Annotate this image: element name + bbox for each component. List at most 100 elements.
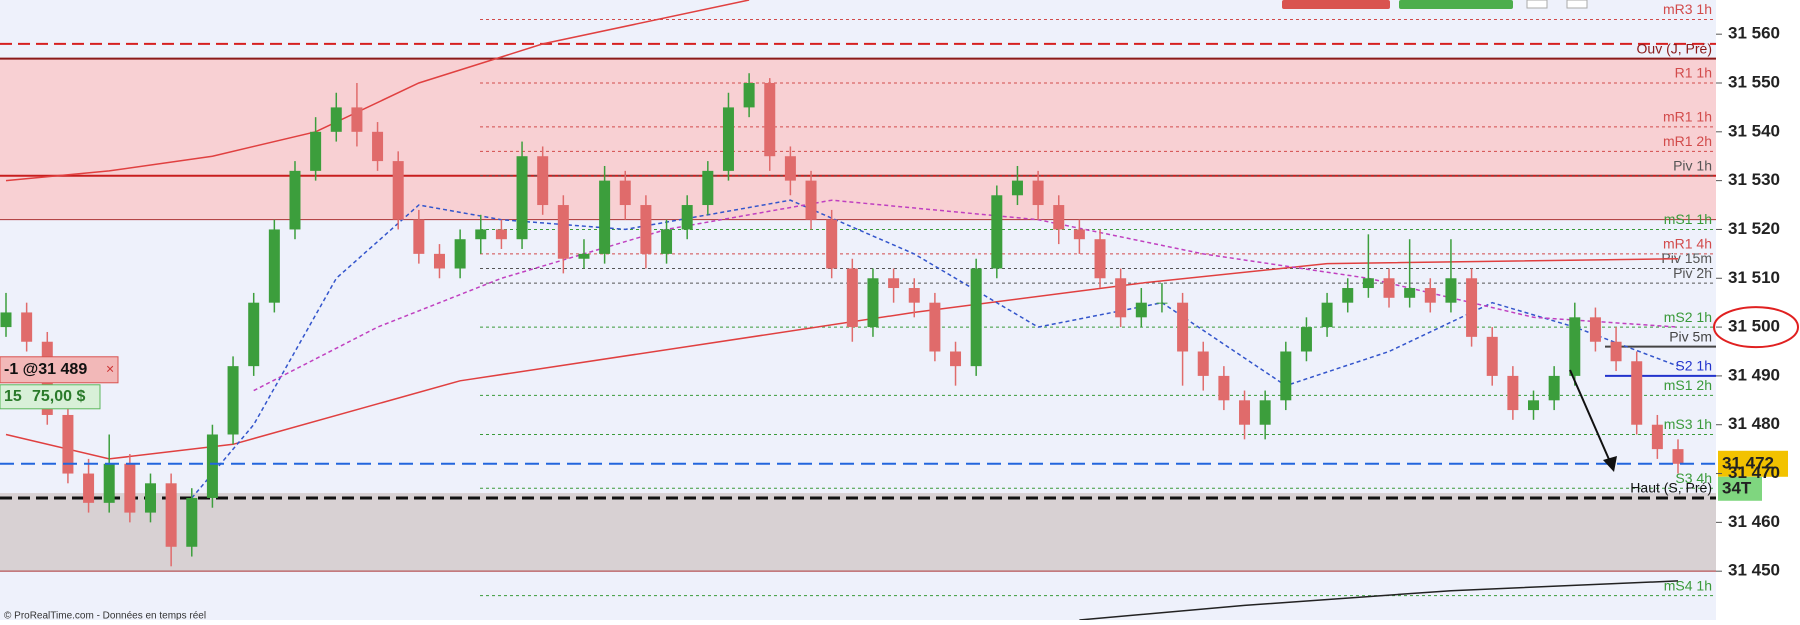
candle-body	[1362, 278, 1374, 289]
candle-body	[1135, 302, 1147, 318]
candle-body	[1218, 375, 1230, 401]
candle-body	[1651, 424, 1663, 450]
price-label: 31 472	[1722, 453, 1774, 472]
level-label: mS3 1h	[1664, 416, 1712, 432]
tool-button[interactable]	[1526, 0, 1548, 9]
level-label: S3 4h	[1675, 470, 1712, 486]
candle-body	[846, 268, 858, 328]
candle-body	[1053, 205, 1065, 230]
candle-body	[991, 195, 1003, 269]
candle-body	[1466, 278, 1478, 337]
arrow-head	[1603, 456, 1617, 472]
footer: © ProRealTime.com - Données en temps rée…	[4, 611, 206, 620]
candle-body	[1300, 327, 1312, 352]
candle-body	[475, 229, 487, 240]
candle-body	[1156, 302, 1168, 304]
candle-body	[103, 463, 115, 503]
candle-body	[578, 253, 590, 259]
candle-body	[433, 253, 445, 269]
candle-body	[1177, 302, 1189, 352]
candle-body	[1073, 229, 1085, 240]
level-label: mS1 1h	[1664, 211, 1712, 227]
candle-body	[372, 131, 384, 162]
candle-body	[392, 161, 404, 220]
level-label: Piv 15m	[1661, 250, 1712, 266]
candle-body	[1239, 400, 1251, 425]
level-label: Piv 1h	[1673, 157, 1712, 173]
level-label: Piv 2h	[1673, 265, 1712, 281]
position-box	[0, 384, 101, 410]
axis-background	[1716, 0, 1800, 620]
candle-body	[888, 278, 900, 289]
candle-body	[784, 156, 796, 181]
candle-body	[640, 205, 652, 254]
candle-body	[722, 107, 734, 171]
moving-average	[1079, 580, 1679, 621]
candle-body	[970, 268, 982, 367]
candle-body	[619, 180, 631, 206]
level-label: mS2 1h	[1664, 309, 1712, 325]
candle-body	[599, 180, 611, 254]
candle-body	[495, 229, 507, 240]
level-label: mS4 1h	[1664, 577, 1712, 593]
position-pnl: 75,00 $	[32, 388, 85, 405]
candle-body	[1094, 239, 1106, 279]
candle-body	[268, 229, 280, 303]
candle-body	[1507, 375, 1519, 411]
level-label: Piv 5m	[1669, 328, 1712, 344]
candle-body	[144, 483, 156, 513]
candle-body	[1259, 400, 1271, 425]
candle-body	[537, 156, 549, 206]
level-label: S2 1h	[1675, 358, 1712, 374]
y-tick-label: 31 560	[1728, 24, 1780, 43]
candle-body	[413, 219, 425, 254]
y-tick-label: 31 520	[1728, 219, 1780, 238]
candle-body	[908, 288, 920, 303]
candle-body	[1404, 288, 1416, 298]
y-tick-label: 31 550	[1728, 72, 1780, 91]
candle-body	[62, 414, 74, 474]
y-tick-label: 31 490	[1728, 365, 1780, 384]
candle-body	[661, 229, 673, 254]
candle-body	[165, 483, 177, 547]
candle-body	[516, 156, 528, 240]
y-tick-label: 31 470	[1728, 463, 1780, 482]
timer-label: 34T	[1722, 478, 1752, 497]
candle-body	[702, 170, 714, 206]
candle-body	[186, 497, 198, 547]
candle-body	[206, 434, 218, 498]
candle-body	[83, 473, 95, 503]
candle-body	[929, 302, 941, 352]
level-label: Haut (S, Pré)	[1630, 480, 1712, 496]
position-quantity: 15	[4, 388, 22, 405]
candle-body	[1321, 302, 1333, 328]
y-tick-label: 31 530	[1728, 170, 1780, 189]
buy-button[interactable]	[1399, 0, 1513, 9]
candle-body	[1610, 341, 1622, 362]
annotation-arrow	[1569, 369, 1612, 465]
candle-body	[0, 312, 12, 328]
candle-body	[1115, 278, 1127, 318]
candle-body	[805, 180, 817, 220]
candle-body	[1569, 317, 1581, 376]
candle-body	[248, 302, 260, 367]
candle-body	[1528, 400, 1540, 411]
timer-box	[1718, 476, 1762, 501]
candle-body	[1548, 375, 1560, 401]
candle-body	[21, 312, 33, 342]
candle-body	[1032, 180, 1044, 206]
price-box	[1718, 450, 1788, 477]
candle-body	[330, 107, 342, 132]
tool-button[interactable]	[1566, 0, 1588, 9]
candle-body	[1197, 351, 1209, 376]
candle-body	[1445, 278, 1457, 303]
candle-body	[1280, 351, 1292, 401]
candle-body	[124, 463, 136, 513]
y-tick-label: 31 500	[1728, 317, 1780, 336]
candle-body	[764, 82, 776, 157]
order-close[interactable]: ×	[106, 360, 114, 376]
candle-body	[681, 205, 693, 230]
candle-body	[454, 239, 466, 269]
sell-button[interactable]	[1282, 0, 1390, 9]
